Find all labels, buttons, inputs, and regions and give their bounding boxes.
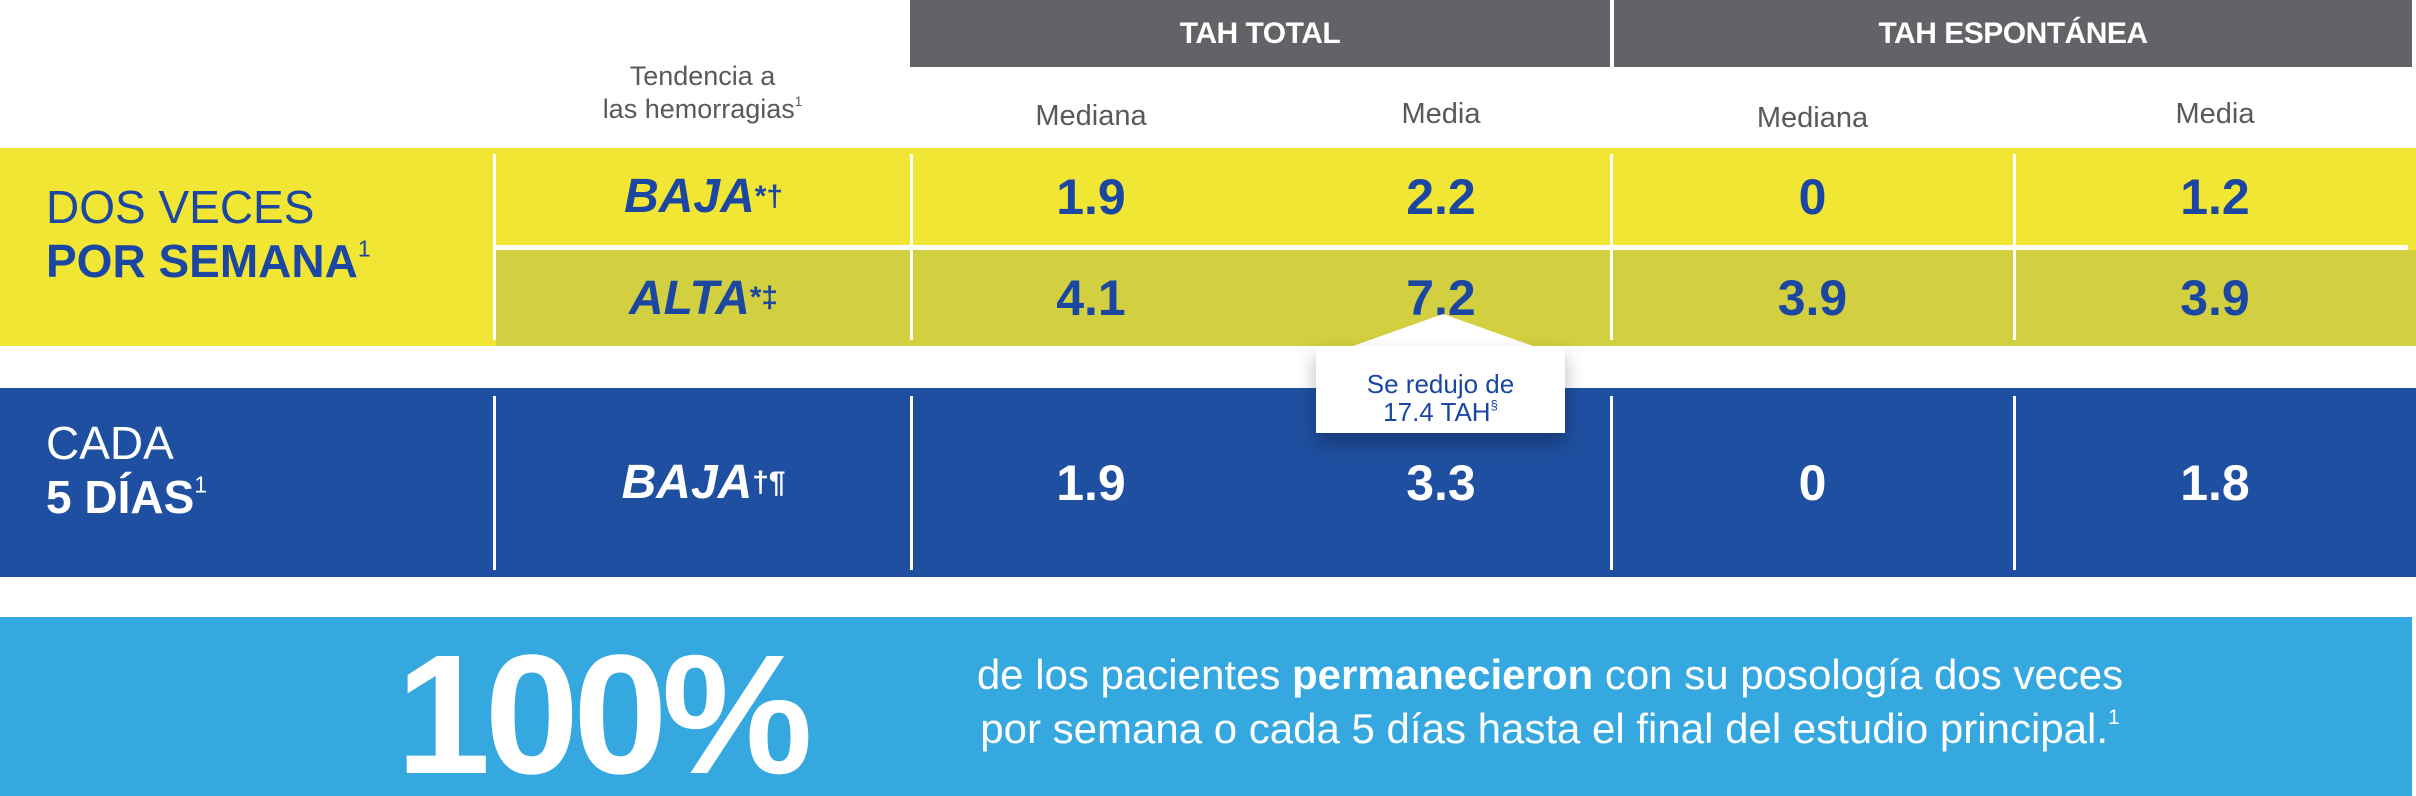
- column-divider: [910, 396, 913, 570]
- value-cell: 3.9: [2180, 270, 2250, 326]
- banner-big-number: 100%: [396, 620, 813, 796]
- column-divider: [2013, 396, 2016, 570]
- value-cell: 0: [1798, 168, 1827, 225]
- regimen-line2: 5 DÍAS1: [46, 471, 208, 523]
- subheader-espontanea-media: Media: [2175, 98, 2255, 130]
- value-cell: 3.3: [1406, 454, 1476, 511]
- column-divider: [1610, 154, 1613, 340]
- regimen-label-every-5-days: CADA 5 DÍAS1: [46, 416, 207, 524]
- callout-arrow: [1353, 314, 1533, 346]
- value-cell: 1.8: [2180, 454, 2250, 511]
- tendency-column-header: Tendencia a las hemorragias1: [494, 60, 911, 126]
- group-header-tah-espontanea: TAH ESPONTÁNEA: [1614, 0, 2412, 67]
- callout-reduction: Se redujo de 17.4 TAH§: [1316, 346, 1565, 433]
- banner-text: de los pacientes permanecieron con su po…: [830, 648, 2270, 756]
- group-header-label: TAH TOTAL: [1179, 16, 1341, 50]
- regimen-line1: DOS VECES: [46, 181, 315, 233]
- subheader-total-mediana: Mediana: [1035, 100, 1147, 132]
- row-divider: [496, 245, 2408, 250]
- callout-line2: 17.4 TAH§: [1383, 396, 1498, 427]
- tendency-header-line2: las hemorragias1: [602, 93, 803, 124]
- value-cell: 1.9: [1056, 454, 1126, 511]
- column-divider: [493, 154, 496, 340]
- subheader-espontanea-mediana: Mediana: [1756, 102, 1869, 134]
- regimen-label-twice-weekly: DOS VECES POR SEMANA1: [46, 180, 371, 288]
- tendency-cell-baja: BAJA †¶: [621, 456, 786, 509]
- banner-text-line1: de los pacientes permanecieron con su po…: [976, 651, 2124, 698]
- value-cell: 1.9: [1056, 168, 1126, 225]
- subheader-total-media: Media: [1401, 98, 1481, 130]
- tendency-cell-alta: ALTA *‡: [629, 271, 778, 325]
- column-divider: [1610, 396, 1613, 570]
- column-divider: [910, 154, 913, 340]
- value-cell: 0: [1798, 454, 1827, 511]
- group-header-label: TAH ESPONTÁNEA: [1878, 16, 2148, 50]
- column-divider: [2013, 154, 2016, 340]
- value-cell: 4.1: [1056, 270, 1126, 326]
- regimen-line2: POR SEMANA1: [46, 235, 371, 287]
- column-divider: [493, 396, 496, 570]
- tendency-cell-baja: BAJA *†: [624, 170, 783, 223]
- value-cell: 1.2: [2180, 168, 2250, 225]
- group-header-tah-total: TAH TOTAL: [910, 0, 1610, 67]
- value-cell: 2.2: [1406, 168, 1476, 225]
- value-cell: 3.9: [1777, 270, 1848, 326]
- tendency-header-line1: Tendencia a: [629, 61, 776, 91]
- banner-text-line2: por semana o cada 5 días hasta el final …: [980, 705, 2120, 752]
- regimen-line1: CADA: [46, 417, 174, 469]
- summary-banner: [0, 617, 2412, 796]
- callout-line1: Se redujo de: [1366, 368, 1515, 399]
